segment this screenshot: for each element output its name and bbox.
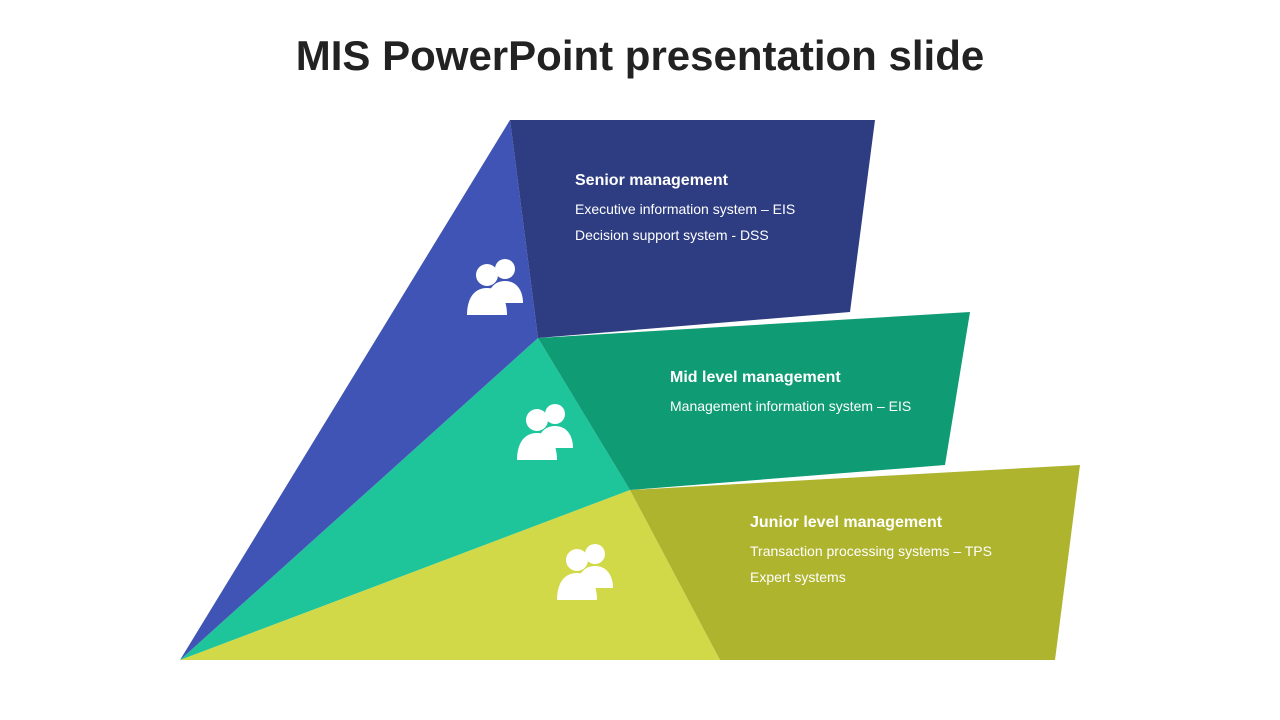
layer-item: Decision support system - DSS xyxy=(575,224,855,246)
layer-senior-text: Senior management Executive information … xyxy=(575,168,855,250)
layer-junior-text: Junior level management Transaction proc… xyxy=(750,510,1050,592)
slide-title: MIS PowerPoint presentation slide xyxy=(0,32,1280,80)
people-icon xyxy=(555,540,625,600)
people-icon xyxy=(515,400,585,460)
people-icon xyxy=(465,255,535,315)
pyramid-diagram: Senior management Executive information … xyxy=(180,120,1100,660)
layer-heading: Senior management xyxy=(575,168,855,194)
layer-mid-text: Mid level management Management informat… xyxy=(670,365,970,421)
layer-heading: Mid level management xyxy=(670,365,970,391)
layer-item: Management information system – EIS xyxy=(670,395,970,417)
layer-item: Expert systems xyxy=(750,566,1050,588)
layer-heading: Junior level management xyxy=(750,510,1050,536)
layer-item: Transaction processing systems – TPS xyxy=(750,540,1050,562)
slide: MIS PowerPoint presentation slide xyxy=(0,0,1280,720)
layer-item: Executive information system – EIS xyxy=(575,198,855,220)
